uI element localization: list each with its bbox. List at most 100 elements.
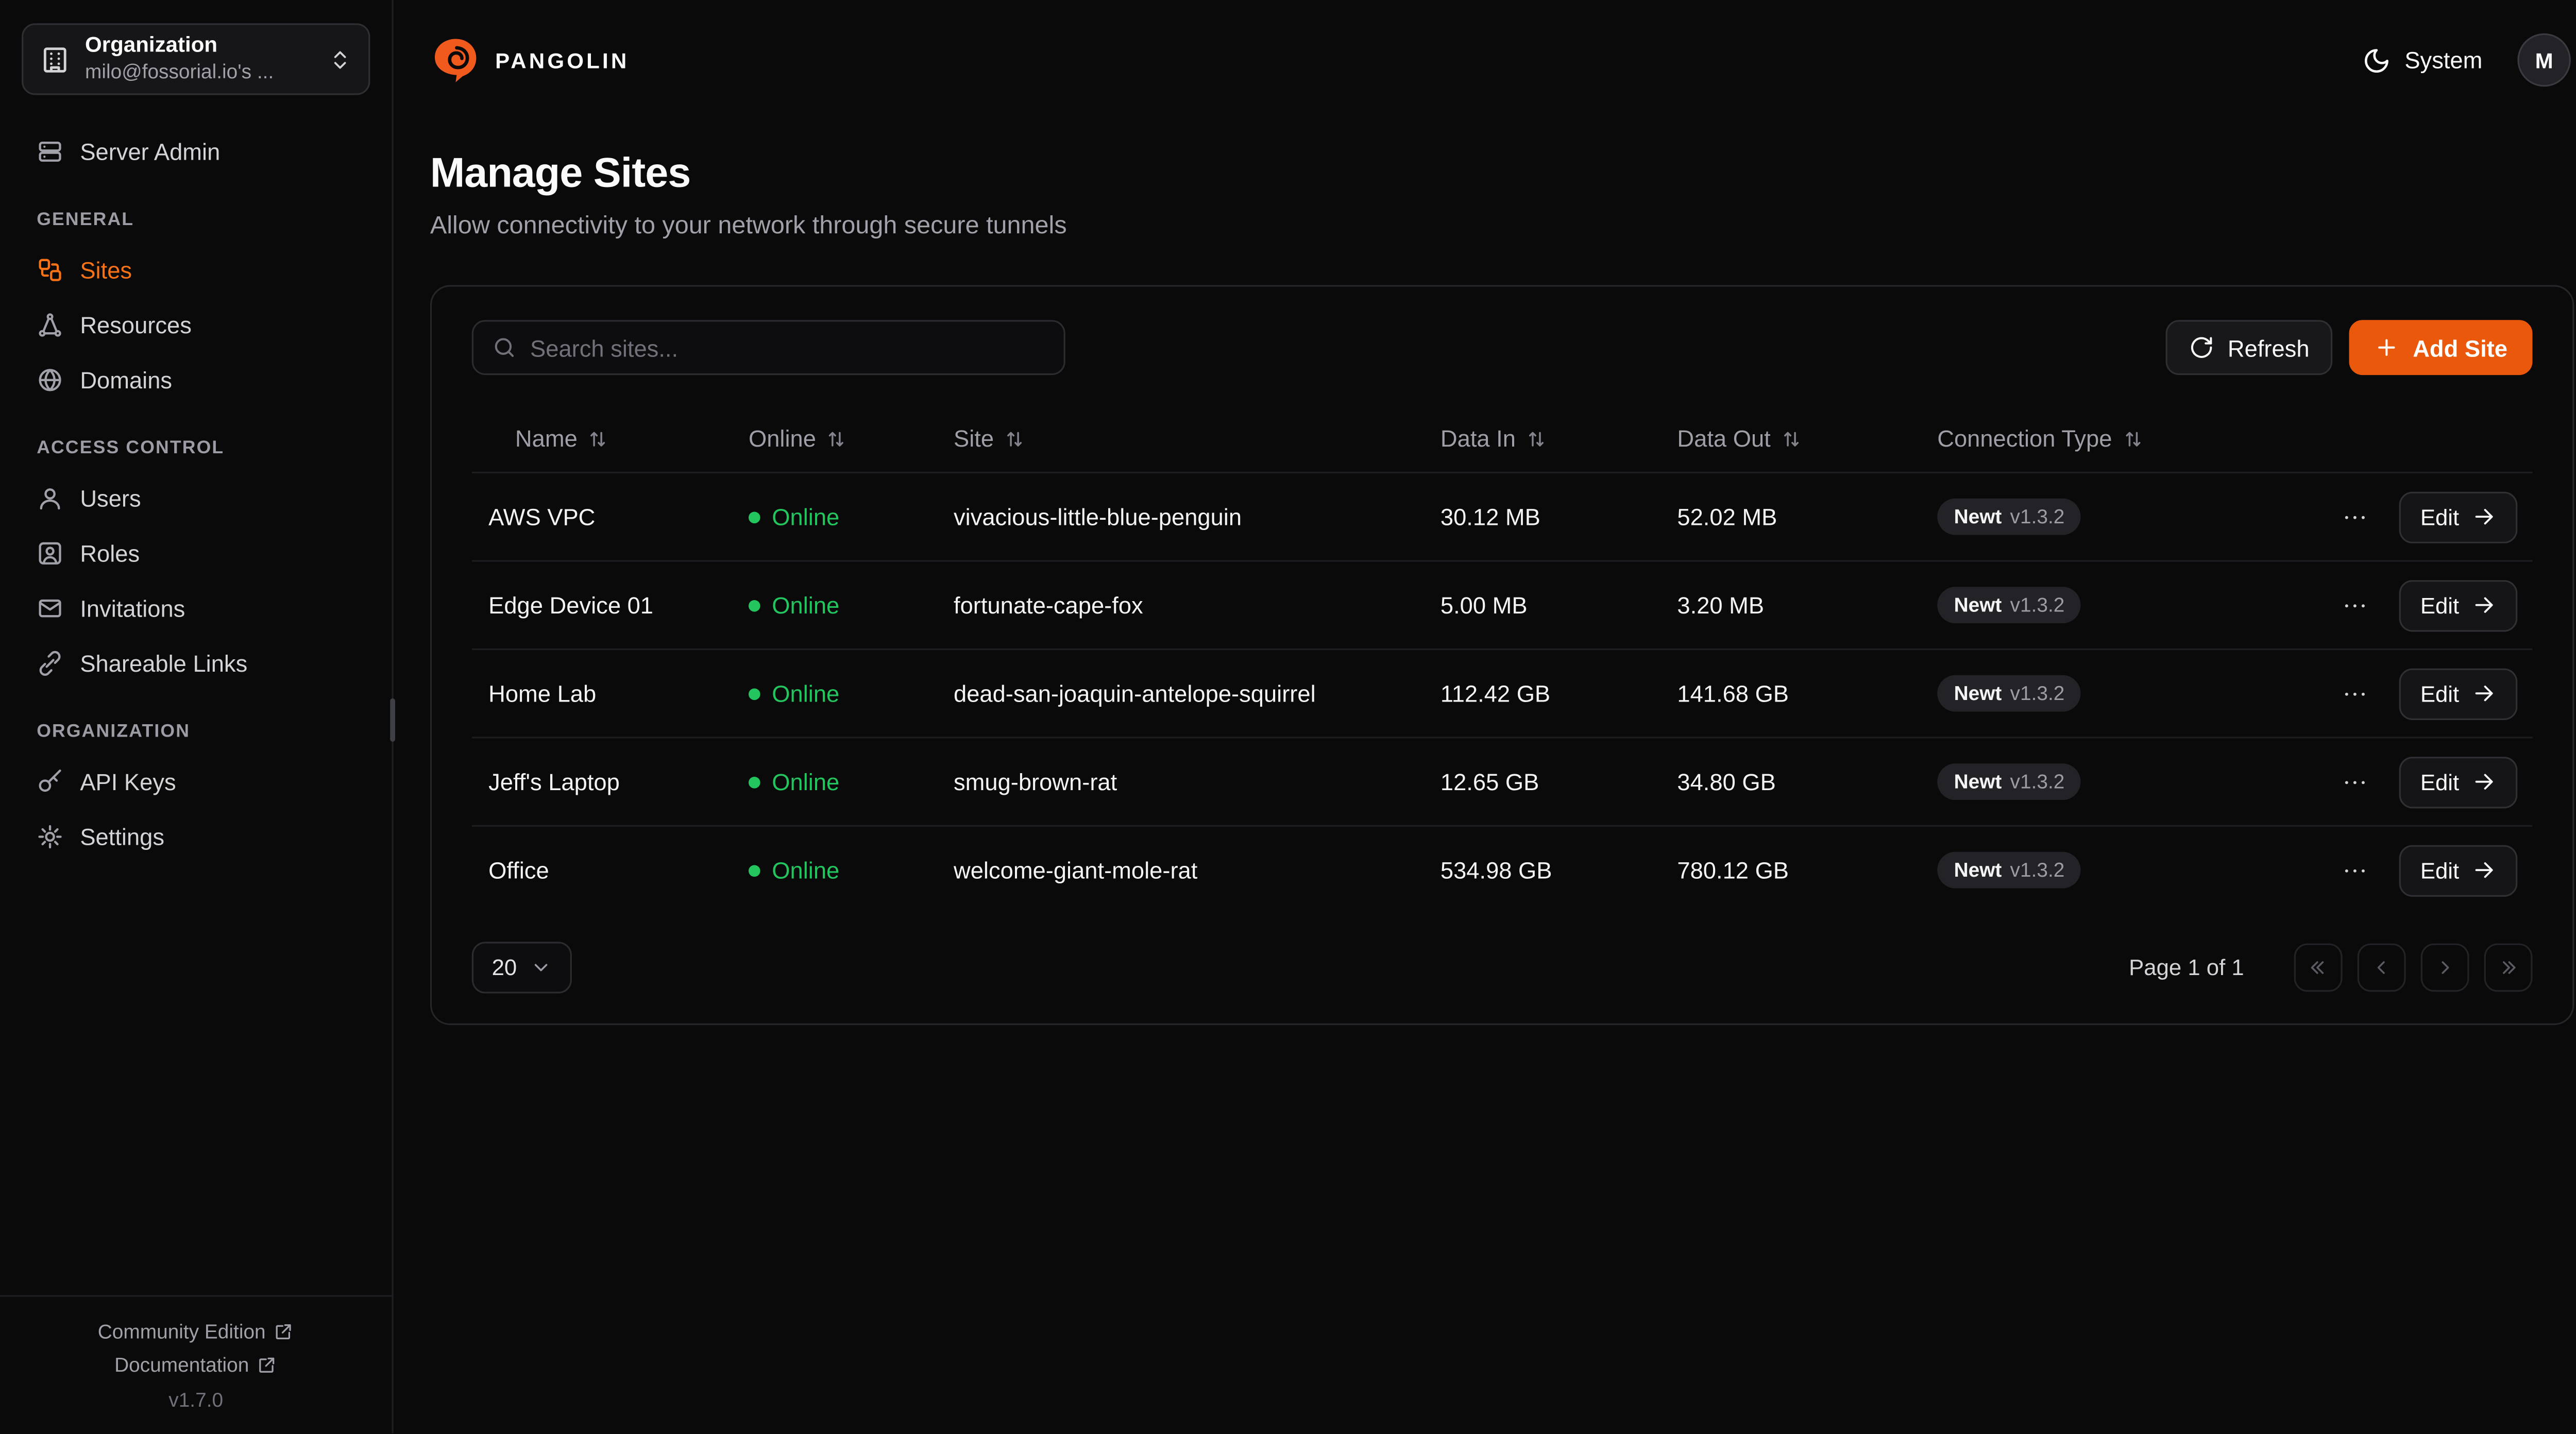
site-slug: fortunate-cape-fox: [953, 591, 1143, 619]
sort-arrows-icon: [587, 428, 609, 449]
column-header-connection-type[interactable]: Connection Type: [1921, 425, 2331, 452]
column-header-site[interactable]: Site: [937, 425, 1424, 452]
user-icon: [37, 484, 63, 511]
sidebar-item-resources[interactable]: Resources: [22, 297, 370, 352]
external-link-icon: [258, 1356, 278, 1376]
sidebar-item-shareable-links[interactable]: Shareable Links: [22, 635, 370, 690]
table-row: Edge Device 01 Online fortunate-cape-fox…: [471, 560, 2533, 648]
sort-arrows-icon: [1526, 428, 1547, 449]
column-header-data-out[interactable]: Data Out: [1660, 425, 1921, 452]
sidebar-item-roles[interactable]: Roles: [22, 525, 370, 580]
row-menu-button[interactable]: [2337, 852, 2372, 887]
main-content: PANGOLIN System M Manage Sites Allow con…: [394, 0, 2576, 1434]
community-edition-label: Community Edition: [97, 1320, 266, 1344]
edit-button[interactable]: Edit: [2398, 579, 2518, 631]
connection-type-badge: Newt v1.3.2: [1937, 586, 2081, 624]
sidebar-nav: Organization milo@fossorial.io's ... Ser…: [0, 0, 392, 1295]
row-actions: Edit: [2331, 668, 2533, 720]
brand[interactable]: PANGOLIN: [430, 35, 630, 85]
site-name: Office: [488, 857, 549, 884]
topbar-right: System M: [2363, 33, 2571, 87]
globe-icon: [37, 366, 63, 392]
online-dot-icon: [748, 776, 760, 788]
org-selector-text: Organization milo@fossorial.io's ...: [85, 32, 313, 86]
sort-arrows-icon: [1004, 428, 1025, 449]
ellipsis-icon: [2340, 591, 2368, 619]
table-footer: 20 Page 1 of 1: [471, 942, 2533, 994]
connection-type-badge: Newt v1.3.2: [1937, 763, 2081, 800]
edit-button[interactable]: Edit: [2398, 844, 2518, 896]
status-badge: Online: [748, 592, 937, 619]
version-label: v1.7.0: [168, 1389, 224, 1412]
pagination-first-button[interactable]: [2294, 943, 2343, 992]
sidebar-item-users[interactable]: Users: [22, 470, 370, 525]
documentation-link[interactable]: Documentation: [0, 1349, 392, 1382]
chevrons-left-icon: [2308, 957, 2329, 978]
arrow-right-icon: [2472, 682, 2496, 705]
data-in-value: 30.12 MB: [1440, 503, 1540, 531]
page-subtitle: Allow connectivity to your network throu…: [430, 211, 1067, 240]
site-slug: dead-san-joaquin-antelope-squirrel: [953, 680, 1316, 707]
data-out-value: 780.12 GB: [1677, 857, 1789, 884]
sidebar-item-sites[interactable]: Sites: [22, 242, 370, 297]
gear-icon: [37, 823, 63, 849]
theme-label: System: [2404, 46, 2483, 74]
sidebar: Organization milo@fossorial.io's ... Ser…: [0, 0, 395, 1434]
row-menu-button[interactable]: [2337, 588, 2372, 623]
sidebar-item-label: Shareable Links: [80, 649, 248, 676]
sidebar-item-server-admin[interactable]: Server Admin: [22, 123, 370, 178]
column-header-name[interactable]: Name: [472, 425, 732, 452]
edit-button[interactable]: Edit: [2398, 668, 2518, 720]
online-dot-icon: [748, 599, 760, 611]
column-header-data-in[interactable]: Data In: [1424, 425, 1661, 452]
add-site-label: Add Site: [2413, 334, 2507, 361]
theme-toggle[interactable]: System: [2363, 46, 2482, 74]
page-size-select[interactable]: 20: [471, 942, 572, 994]
edit-button[interactable]: Edit: [2398, 491, 2518, 543]
pagination-last-button[interactable]: [2484, 943, 2533, 992]
pagination-next-button[interactable]: [2420, 943, 2469, 992]
sort-arrows-icon: [2122, 428, 2144, 449]
refresh-button[interactable]: Refresh: [2166, 320, 2333, 375]
row-menu-button[interactable]: [2337, 499, 2372, 534]
sidebar-item-invitations[interactable]: Invitations: [22, 580, 370, 635]
sidebar-item-label: Server Admin: [80, 137, 221, 164]
brand-name: PANGOLIN: [495, 47, 630, 73]
sidebar-item-label: Users: [80, 484, 141, 511]
row-menu-button[interactable]: [2337, 764, 2372, 799]
site-name: AWS VPC: [488, 503, 596, 531]
edit-button[interactable]: Edit: [2398, 756, 2518, 808]
status-badge: Online: [748, 680, 937, 707]
sidebar-item-api-keys[interactable]: API Keys: [22, 754, 370, 809]
sidebar-resize-handle[interactable]: [390, 698, 395, 742]
sidebar-item-settings[interactable]: Settings: [22, 808, 370, 863]
sidebar-item-label: Domains: [80, 366, 173, 393]
link-icon: [37, 649, 63, 676]
column-header-online[interactable]: Online: [732, 425, 937, 452]
online-dot-icon: [748, 510, 760, 523]
sort-arrows-icon: [826, 428, 848, 449]
sidebar-item-domains[interactable]: Domains: [22, 352, 370, 407]
data-out-value: 3.20 MB: [1677, 591, 1765, 619]
connection-type-badge: Newt v1.3.2: [1937, 498, 2081, 536]
org-selector[interactable]: Organization milo@fossorial.io's ...: [22, 23, 370, 95]
arrow-right-icon: [2472, 505, 2496, 528]
community-edition-link[interactable]: Community Edition: [0, 1316, 392, 1349]
pagination-previous-button[interactable]: [2357, 943, 2406, 992]
data-in-value: 5.00 MB: [1440, 591, 1528, 619]
search-input[interactable]: [530, 334, 1045, 361]
row-actions: Edit: [2331, 491, 2533, 543]
ellipsis-icon: [2340, 767, 2368, 796]
table-row: Home Lab Online dead-san-joaquin-antelop…: [471, 648, 2533, 737]
role-icon: [37, 539, 63, 566]
site-name: Jeff's Laptop: [488, 768, 620, 795]
add-site-button[interactable]: Add Site: [2349, 320, 2533, 375]
sidebar-item-label: Roles: [80, 539, 140, 566]
data-in-value: 12.65 GB: [1440, 768, 1539, 795]
table-row: Jeff's Laptop Online smug-brown-rat 12.6…: [471, 737, 2533, 825]
site-slug: smug-brown-rat: [953, 768, 1117, 795]
ellipsis-icon: [2340, 679, 2368, 708]
avatar[interactable]: M: [2517, 33, 2571, 87]
row-menu-button[interactable]: [2337, 676, 2372, 711]
